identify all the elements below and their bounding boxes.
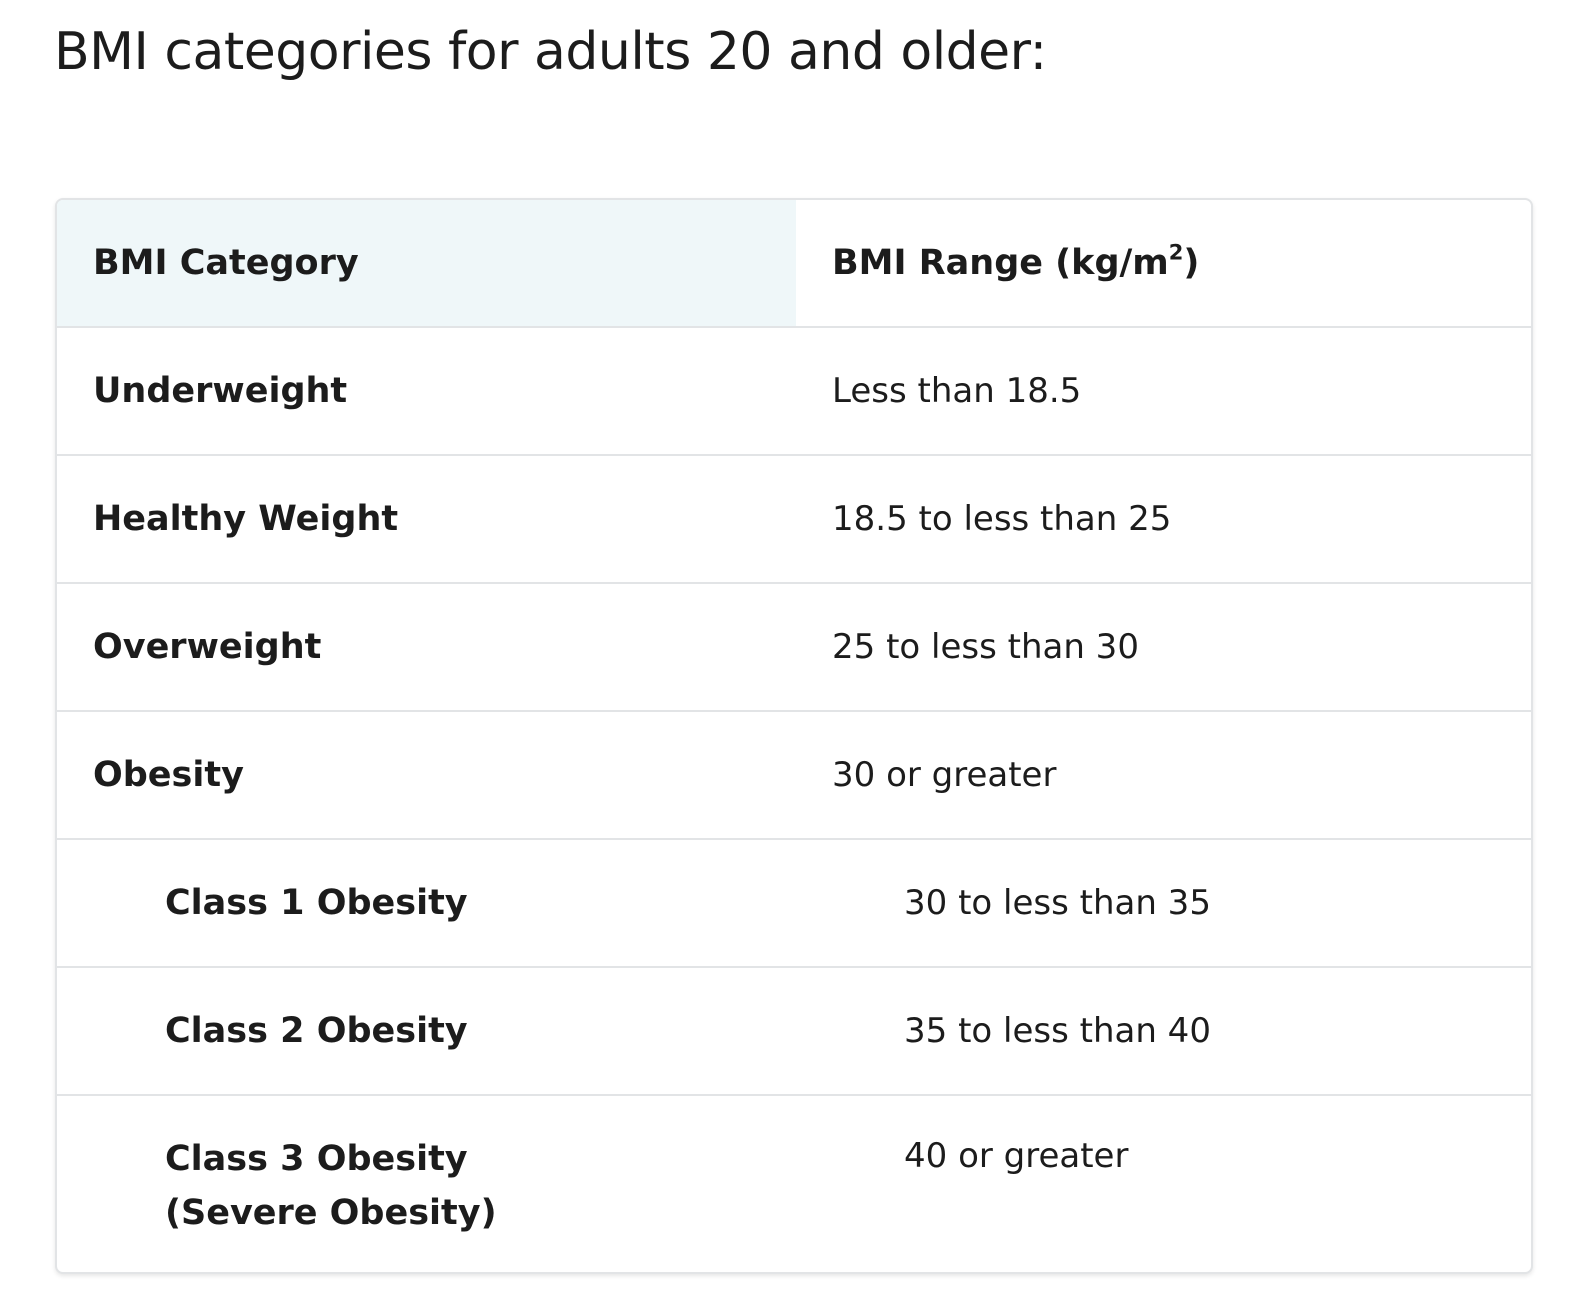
table-header-row: BMI Category BMI Range (kg/m2) xyxy=(57,200,1531,328)
category-line-1: Class 3 Obesity xyxy=(165,1139,468,1179)
bmi-table: BMI Category BMI Range (kg/m2) Underweig… xyxy=(57,200,1531,1272)
table-row: Underweight Less than 18.5 xyxy=(57,327,1531,456)
header-bmi-range-superscript: 2 xyxy=(1168,240,1184,265)
category-line-2: (Severe Obesity) xyxy=(165,1193,497,1233)
table-row: Class 1 Obesity 30 to less than 35 xyxy=(57,839,1531,968)
header-bmi-category: BMI Category xyxy=(57,200,796,328)
bmi-table-card: BMI Category BMI Range (kg/m2) Underweig… xyxy=(55,198,1533,1274)
range-cell: 35 to less than 40 xyxy=(796,967,1531,1096)
category-cell: Obesity xyxy=(57,711,796,840)
range-cell: 40 or greater xyxy=(904,1136,1129,1176)
category-cell: Class 1 Obesity xyxy=(57,839,796,968)
range-cell: 30 or greater xyxy=(796,711,1531,840)
range-cell: Less than 18.5 xyxy=(796,327,1531,456)
table-row: Class 2 Obesity 35 to less than 40 xyxy=(57,967,1531,1096)
table-row: Class 3 Obesity (Severe Obesity) 40 or g… xyxy=(57,1095,1531,1272)
page-title: BMI categories for adults 20 and older: xyxy=(54,22,1047,82)
category-cell: Overweight xyxy=(57,583,796,712)
range-cell: 18.5 to less than 25 xyxy=(796,455,1531,584)
range-cell: 30 to less than 35 xyxy=(796,839,1531,968)
header-bmi-range-text: BMI Range (kg/m xyxy=(832,243,1169,283)
header-bmi-range-close: ) xyxy=(1183,243,1200,283)
header-bmi-range: BMI Range (kg/m2) xyxy=(796,200,1531,328)
category-cell: Underweight xyxy=(57,327,796,456)
table-row: Healthy Weight 18.5 to less than 25 xyxy=(57,455,1531,584)
category-cell: Healthy Weight xyxy=(57,455,796,584)
table-row: Obesity 30 or greater xyxy=(57,711,1531,840)
category-cell: Class 2 Obesity xyxy=(57,967,796,1096)
range-cell: 25 to less than 30 xyxy=(796,583,1531,712)
table-row: Overweight 25 to less than 30 xyxy=(57,583,1531,712)
category-cell: Class 3 Obesity (Severe Obesity) xyxy=(57,1095,796,1272)
